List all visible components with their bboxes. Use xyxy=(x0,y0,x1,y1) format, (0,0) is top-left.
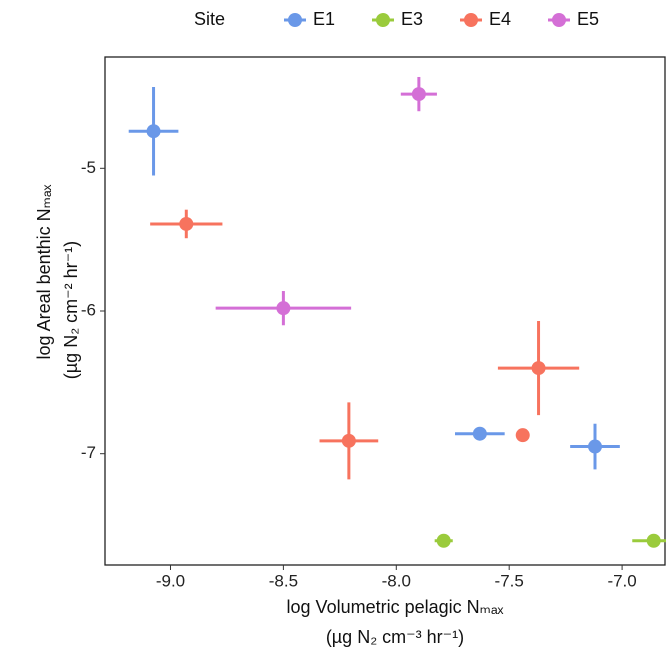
y-tick-label: -5 xyxy=(81,158,96,177)
point xyxy=(436,533,451,548)
legend-label: E3 xyxy=(401,9,423,29)
legend-key xyxy=(376,13,390,27)
x-tick-label: -9.0 xyxy=(156,571,185,590)
point xyxy=(515,428,530,443)
x-axis-label: (µg N₂ cm⁻³ hr⁻¹) xyxy=(326,627,464,647)
y-tick-label: -6 xyxy=(81,300,96,319)
point xyxy=(411,87,426,102)
point xyxy=(179,216,194,231)
plot-frame xyxy=(104,56,666,566)
x-tick-label: -7.0 xyxy=(607,571,636,590)
y-axis-label: log Areal benthic Nₘₐₓ xyxy=(34,184,54,359)
point xyxy=(276,301,291,316)
legend-key xyxy=(552,13,566,27)
legend-label: E1 xyxy=(313,9,335,29)
point xyxy=(588,439,602,454)
x-tick-label: -7.5 xyxy=(495,571,524,590)
y-tick-label: -7 xyxy=(81,443,96,462)
legend-title: Site xyxy=(194,9,225,29)
point xyxy=(472,426,487,441)
legend-label: E5 xyxy=(577,9,599,29)
x-tick-label: -8.5 xyxy=(269,571,298,590)
point xyxy=(531,361,546,376)
x-axis-label: log Volumetric pelagic Nₘₐₓ xyxy=(287,597,504,617)
legend-key xyxy=(464,13,478,27)
x-tick-label: -8.0 xyxy=(382,571,411,590)
legend-label: E4 xyxy=(489,9,511,29)
point xyxy=(646,533,661,548)
legend-key xyxy=(288,13,302,27)
point xyxy=(146,124,161,139)
point xyxy=(341,433,356,448)
y-axis-label: (µg N₂ cm⁻² hr⁻¹) xyxy=(61,241,81,379)
